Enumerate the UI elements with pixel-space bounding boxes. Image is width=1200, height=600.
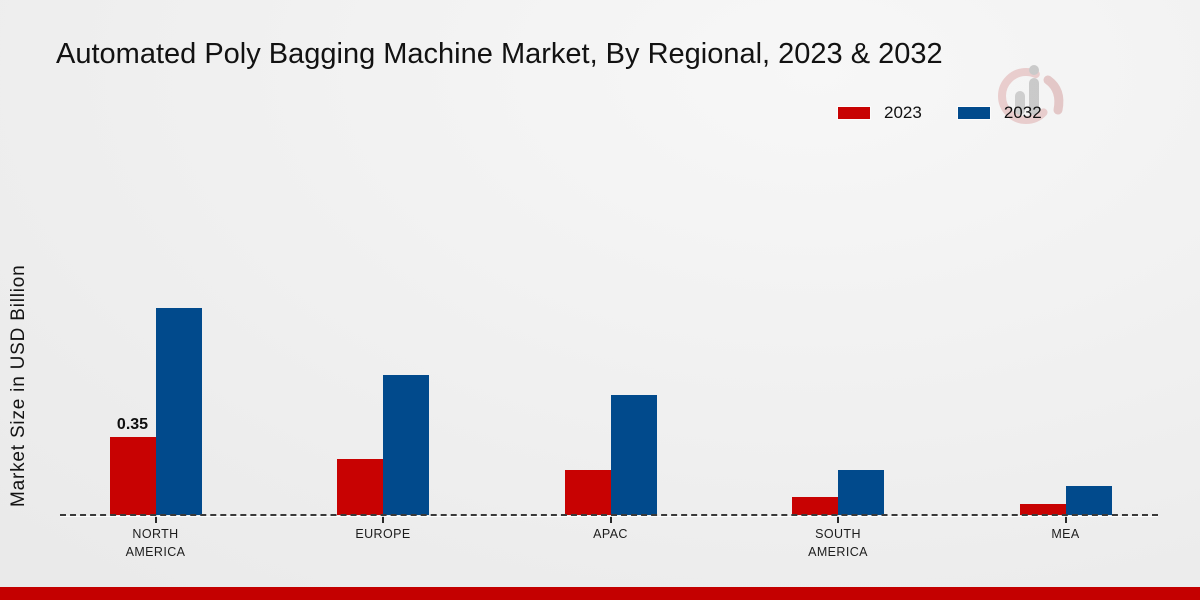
category-label-europe: EUROPE <box>355 527 411 541</box>
bar-2023-europe <box>337 459 383 515</box>
x-axis-tick-europe <box>382 516 384 523</box>
chart-title: Automated Poly Bagging Machine Market, B… <box>56 38 943 70</box>
category-label-mea: MEA <box>1051 527 1080 541</box>
bar-2032-mea <box>1065 486 1112 515</box>
watermark-logo-icon <box>998 65 1064 124</box>
data-label-2023-north-america: 0.35 <box>116 416 149 433</box>
bar-2023-mea <box>1019 504 1066 515</box>
legend-item-2023: 2023 <box>838 103 922 123</box>
x-axis-tick-apac <box>609 516 612 523</box>
bar-2023-apac <box>564 470 611 515</box>
bar-2023-north-america <box>109 437 156 515</box>
footer-accent-bar <box>0 587 1200 600</box>
legend: 2023 2032 <box>838 103 1042 123</box>
bar-2032-apac <box>610 395 657 515</box>
x-axis-baseline <box>60 514 1158 516</box>
x-axis-tick-north-america <box>154 516 157 523</box>
category-label-apac: APAC <box>593 527 628 541</box>
category-label-north-america: NORTH AMERICA <box>125 527 186 559</box>
legend-swatch-2023-icon <box>838 107 870 119</box>
legend-label-2032: 2032 <box>1003 103 1042 122</box>
legend-item-2032: 2032 <box>957 103 1042 123</box>
x-axis-tick-south-america <box>837 516 839 523</box>
legend-label-2023: 2023 <box>884 103 922 122</box>
x-axis-tick-mea <box>1064 516 1067 523</box>
bar-2032-europe <box>383 375 429 515</box>
legend-swatch-2032-icon <box>957 107 990 119</box>
bar-2032-north-america <box>155 308 202 515</box>
bar-2023-south-america <box>792 497 838 515</box>
category-label-south-america: SOUTH AMERICA <box>808 527 868 559</box>
y-axis-title: Market Size in USD Billion <box>8 264 29 508</box>
bar-2032-south-america <box>838 470 884 515</box>
